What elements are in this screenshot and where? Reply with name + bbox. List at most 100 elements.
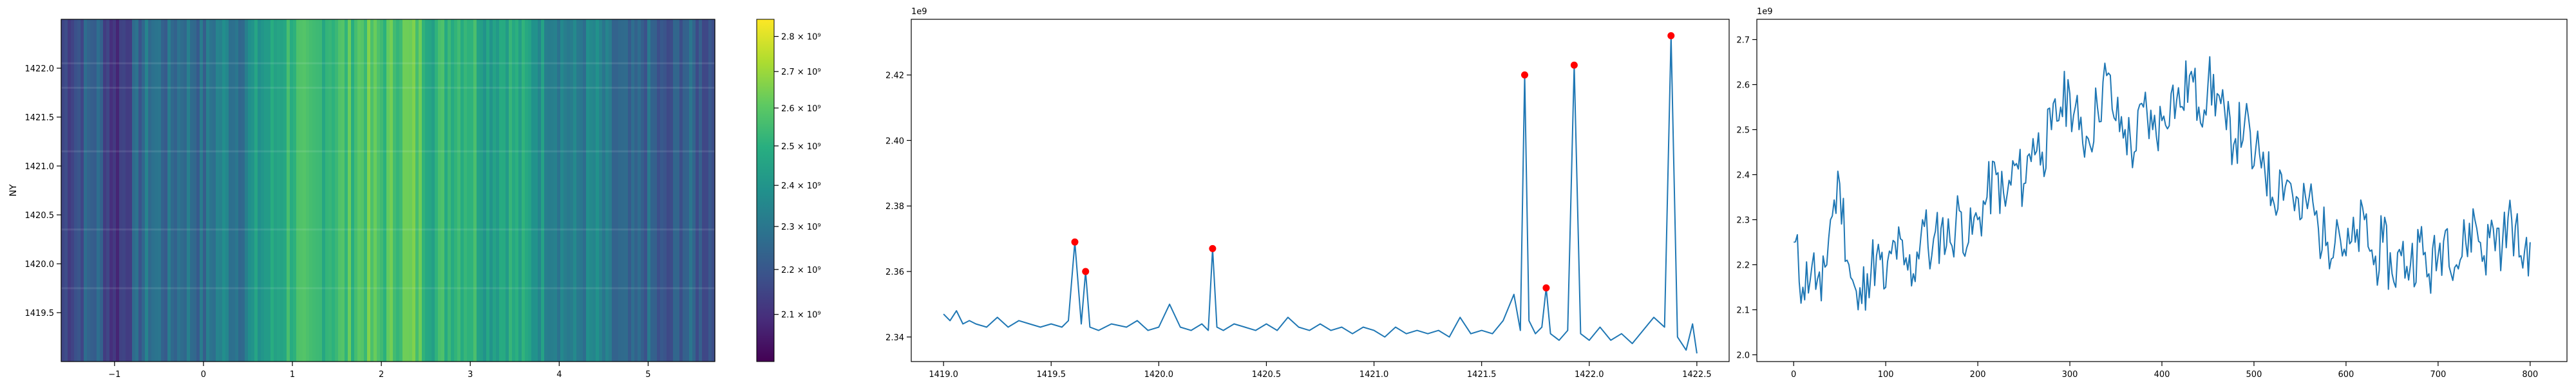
heatmap-column bbox=[602, 19, 606, 362]
heatmap-column bbox=[248, 19, 252, 362]
heatmap-column bbox=[283, 19, 287, 362]
heatmap-column bbox=[287, 19, 290, 362]
heatmap-column bbox=[441, 19, 445, 362]
heatmap-column bbox=[190, 19, 194, 362]
heatmap-column bbox=[325, 19, 329, 362]
heatmap-column bbox=[647, 19, 651, 362]
heatmap-column bbox=[502, 19, 506, 362]
peaks-x-tick-label: 1421.5 bbox=[1467, 370, 1497, 380]
series-y-tick-label: 2.3 bbox=[1736, 216, 1750, 226]
series-frame bbox=[1756, 19, 2568, 362]
heatmap-y-tick-label: 1422.0 bbox=[25, 64, 55, 74]
heatmap-column bbox=[232, 19, 236, 362]
heatmap-y-tick-label: 1419.5 bbox=[25, 309, 55, 318]
heatmap-column bbox=[377, 19, 381, 362]
heatmap-column bbox=[499, 19, 503, 362]
heatmap-column bbox=[61, 19, 65, 362]
heatmap-column bbox=[486, 19, 490, 362]
heatmap-column bbox=[415, 19, 419, 362]
heatmap-column bbox=[528, 19, 532, 362]
peaks-frame bbox=[911, 19, 1730, 362]
heatmap-column bbox=[396, 19, 400, 362]
heatmap-column bbox=[354, 19, 358, 362]
heatmap-column bbox=[77, 19, 81, 362]
heatmap-column bbox=[93, 19, 97, 362]
heatmap-panel: −1 0 1 2 3 4 5 1419.51420.01420.51421.01421.51… bbox=[8, 19, 715, 380]
heatmap-column bbox=[708, 19, 712, 362]
heatmap-column bbox=[609, 19, 612, 362]
heatmap-column bbox=[142, 19, 146, 362]
heatmap-column bbox=[245, 19, 249, 362]
heatmap-column bbox=[679, 19, 683, 362]
heatmap-column bbox=[277, 19, 281, 362]
heatmap-column bbox=[145, 19, 149, 362]
heatmap-column bbox=[380, 19, 384, 362]
heatmap-frame bbox=[61, 19, 715, 362]
heatmap-x-tick-label: 5 bbox=[645, 370, 650, 380]
heatmap-column bbox=[467, 19, 471, 362]
series-x-tick-label: 400 bbox=[2154, 370, 2170, 380]
heatmap-column bbox=[126, 19, 129, 362]
heatmap-column bbox=[583, 19, 587, 362]
heatmap-x-tick-label: 3 bbox=[468, 370, 473, 380]
heatmap-column bbox=[393, 19, 397, 362]
heatmap-column bbox=[705, 19, 709, 362]
heatmap-column bbox=[222, 19, 226, 362]
heatmap-column bbox=[213, 19, 216, 362]
peaks-x-tick-label: 1422.5 bbox=[1682, 370, 1712, 380]
heatmap-column bbox=[625, 19, 629, 362]
heatmap-column bbox=[460, 19, 464, 362]
heatmap-column bbox=[309, 19, 313, 362]
heatmap-column bbox=[251, 19, 255, 362]
peaks-y-tick-label: 2.38 bbox=[886, 202, 904, 212]
heatmap-column bbox=[699, 19, 703, 362]
heatmap-column bbox=[361, 19, 365, 362]
heatmap-column bbox=[612, 19, 616, 362]
heatmap-column bbox=[531, 19, 535, 362]
heatmap-column bbox=[589, 19, 593, 362]
heatmap-column bbox=[216, 19, 220, 362]
heatmap-column bbox=[621, 19, 625, 362]
heatmap-column bbox=[686, 19, 690, 362]
peaks-x-tick-label: 1420.5 bbox=[1252, 370, 1282, 380]
heatmap-x-tick-label: 4 bbox=[556, 370, 562, 380]
heatmap-x-tick-label: 2 bbox=[379, 370, 384, 380]
colorbar-tick-label: 2.7 × 10⁹ bbox=[781, 68, 821, 77]
heatmap-column bbox=[87, 19, 91, 362]
peaks-y-tick-label: 2.40 bbox=[886, 136, 904, 146]
heatmap-column bbox=[219, 19, 223, 362]
heatmap-column bbox=[515, 19, 519, 362]
colorbar-tick-label: 2.8 × 10⁹ bbox=[781, 33, 821, 42]
heatmap-y-tick-label: 1421.5 bbox=[25, 113, 55, 123]
heatmap-column bbox=[667, 19, 670, 362]
heatmap-column bbox=[319, 19, 323, 362]
heatmap-column bbox=[90, 19, 94, 362]
heatmap-column bbox=[109, 19, 113, 362]
heatmap-column bbox=[206, 19, 210, 362]
heatmap-column bbox=[689, 19, 693, 362]
heatmap-x-tick-label: 0 bbox=[201, 370, 206, 380]
heatmap-column bbox=[538, 19, 542, 362]
heatmap-column bbox=[596, 19, 600, 362]
peak-markers bbox=[1071, 32, 1675, 291]
peak-marker bbox=[1667, 32, 1675, 39]
heatmap-column bbox=[258, 19, 261, 362]
colorbar-gradient bbox=[757, 19, 774, 362]
series-panel: 0 100 200 300 400 500 600 700 800 2.02.12.22.32.… bbox=[1736, 7, 2568, 380]
heatmap-column bbox=[74, 19, 78, 362]
heatmap-y-tick-label: 1420.5 bbox=[25, 211, 55, 221]
heatmap-column bbox=[634, 19, 638, 362]
colorbar-tick-label: 2.5 × 10⁹ bbox=[781, 142, 821, 152]
heatmap-column bbox=[290, 19, 294, 362]
heatmap-column bbox=[650, 19, 654, 362]
heatmap-column bbox=[68, 19, 71, 362]
heatmap-column bbox=[293, 19, 297, 362]
heatmap-column bbox=[522, 19, 526, 362]
heatmap-column bbox=[357, 19, 361, 362]
heatmap-column bbox=[428, 19, 432, 362]
heatmap-column bbox=[303, 19, 307, 362]
heatmap-column bbox=[551, 19, 554, 362]
heatmap-column bbox=[312, 19, 316, 362]
heatmap-column bbox=[673, 19, 677, 362]
peaks-y-tick-label: 2.42 bbox=[886, 71, 904, 81]
